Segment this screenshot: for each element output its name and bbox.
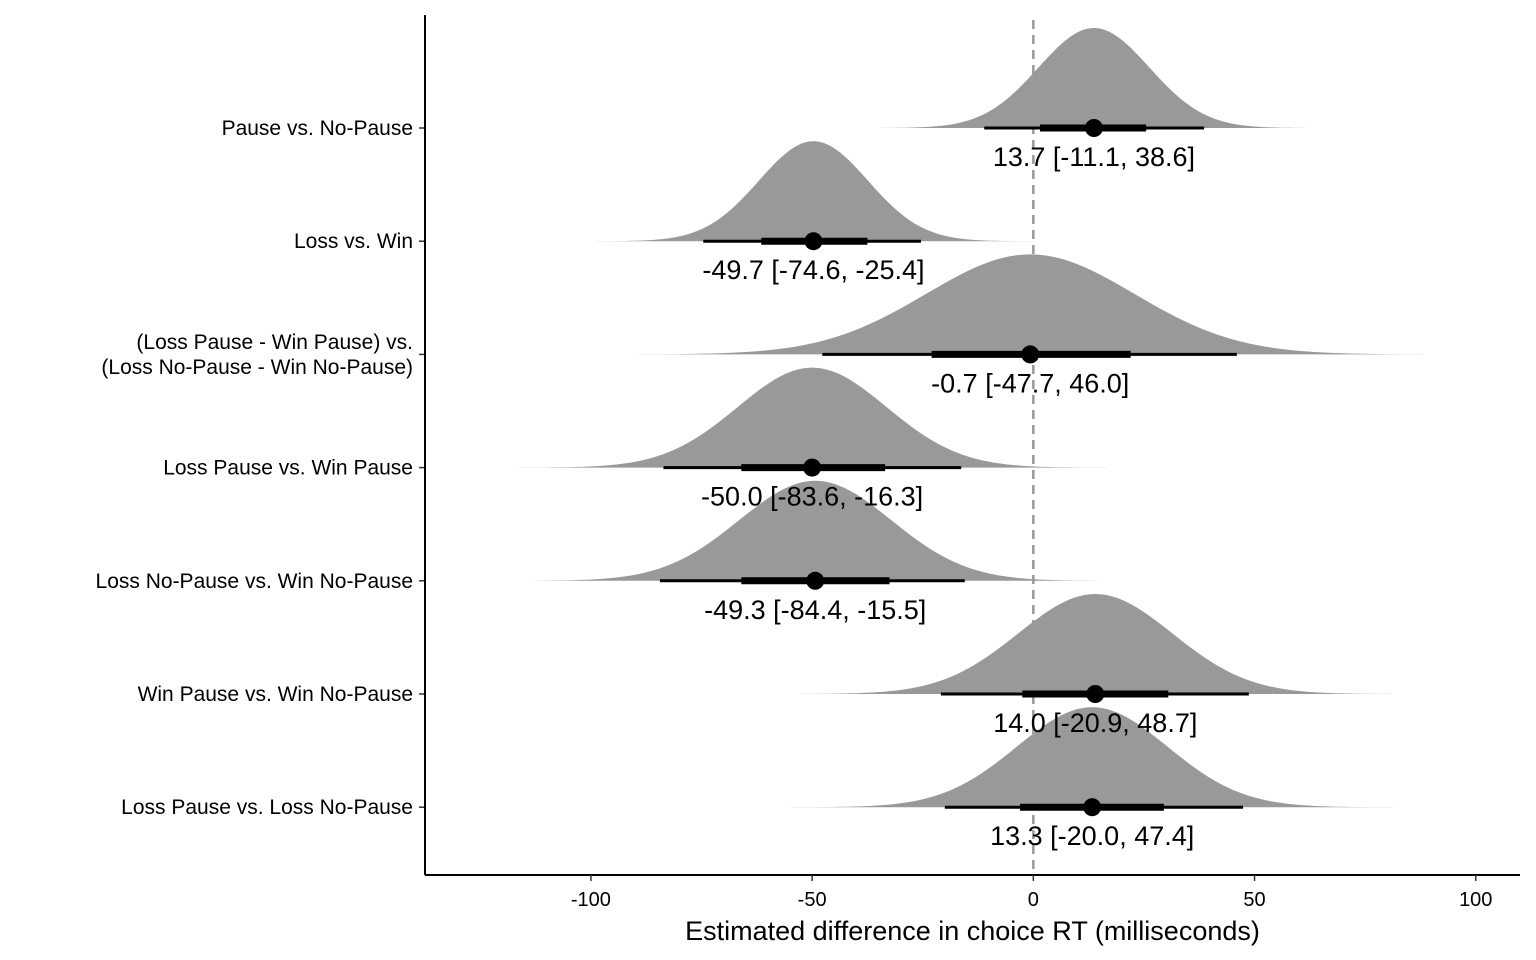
density-5 [787, 594, 1404, 694]
median-ci-label-6: 13.3 [-20.0, 47.4] [990, 821, 1194, 851]
y-tick-label-2-1: (Loss No-Pause - Win No-Pause) [101, 356, 413, 379]
x-axis-title: Estimated difference in choice RT (milli… [685, 916, 1260, 946]
y-tick-label-5: Win Pause vs. Win No-Pause [138, 683, 413, 706]
x-tick-label-1: -50 [798, 889, 827, 911]
x-tick-label-0: -100 [571, 889, 611, 911]
y-tick-label-3: Loss Pause vs. Win Pause [163, 457, 413, 480]
density-layer [510, 28, 1447, 808]
y-tick-label-2-0: (Loss Pause - Win Pause) vs. [136, 331, 413, 354]
x-tick-label-4: 100 [1459, 889, 1492, 911]
x-tick-label-2: 0 [1028, 889, 1039, 911]
y-tick-label-0: Pause vs. No-Pause [222, 117, 413, 140]
y-tick-label-6: Loss Pause vs. Loss No-Pause [121, 796, 413, 819]
median-point-1 [804, 232, 823, 251]
median-point-0 [1084, 119, 1103, 137]
median-point-6 [1083, 798, 1102, 817]
median-point-2 [1021, 345, 1040, 364]
y-tick-label-1: Loss vs. Win [294, 230, 413, 253]
median-ci-label-4: -49.3 [-84.4, -15.5] [704, 595, 926, 625]
density-2 [614, 254, 1447, 355]
median-ci-label-1: -49.7 [-74.6, -25.4] [702, 255, 924, 285]
median-point-5 [1086, 685, 1105, 703]
median-point-3 [803, 458, 822, 477]
median-ci-label-5: 14.0 [-20.9, 48.7] [993, 708, 1197, 738]
density-1 [595, 141, 1032, 242]
interval-layer [659, 119, 1249, 817]
median-ci-label-0: 13.7 [-11.1, 38.6] [993, 142, 1195, 172]
density-0 [872, 28, 1316, 128]
annotation-layer: 13.7 [-11.1, 38.6] -49.7 [-74.6, -25.4] -0… [701, 142, 1197, 851]
median-point-4 [806, 571, 825, 590]
x-tick-label-3: 50 [1243, 889, 1265, 911]
median-ci-label-3: -50.0 [-83.6, -16.3] [701, 482, 923, 512]
y-tick-label-4: Loss No-Pause vs. Win No-Pause [96, 570, 413, 593]
median-ci-label-2: -0.7 [-47.7, 46.0] [931, 368, 1129, 398]
axes: Pause vs. No-Pause Loss vs. Win (Loss Paus… [96, 15, 1520, 911]
density-4 [510, 480, 1120, 581]
density-3 [514, 367, 1110, 468]
density-6 [791, 707, 1394, 808]
